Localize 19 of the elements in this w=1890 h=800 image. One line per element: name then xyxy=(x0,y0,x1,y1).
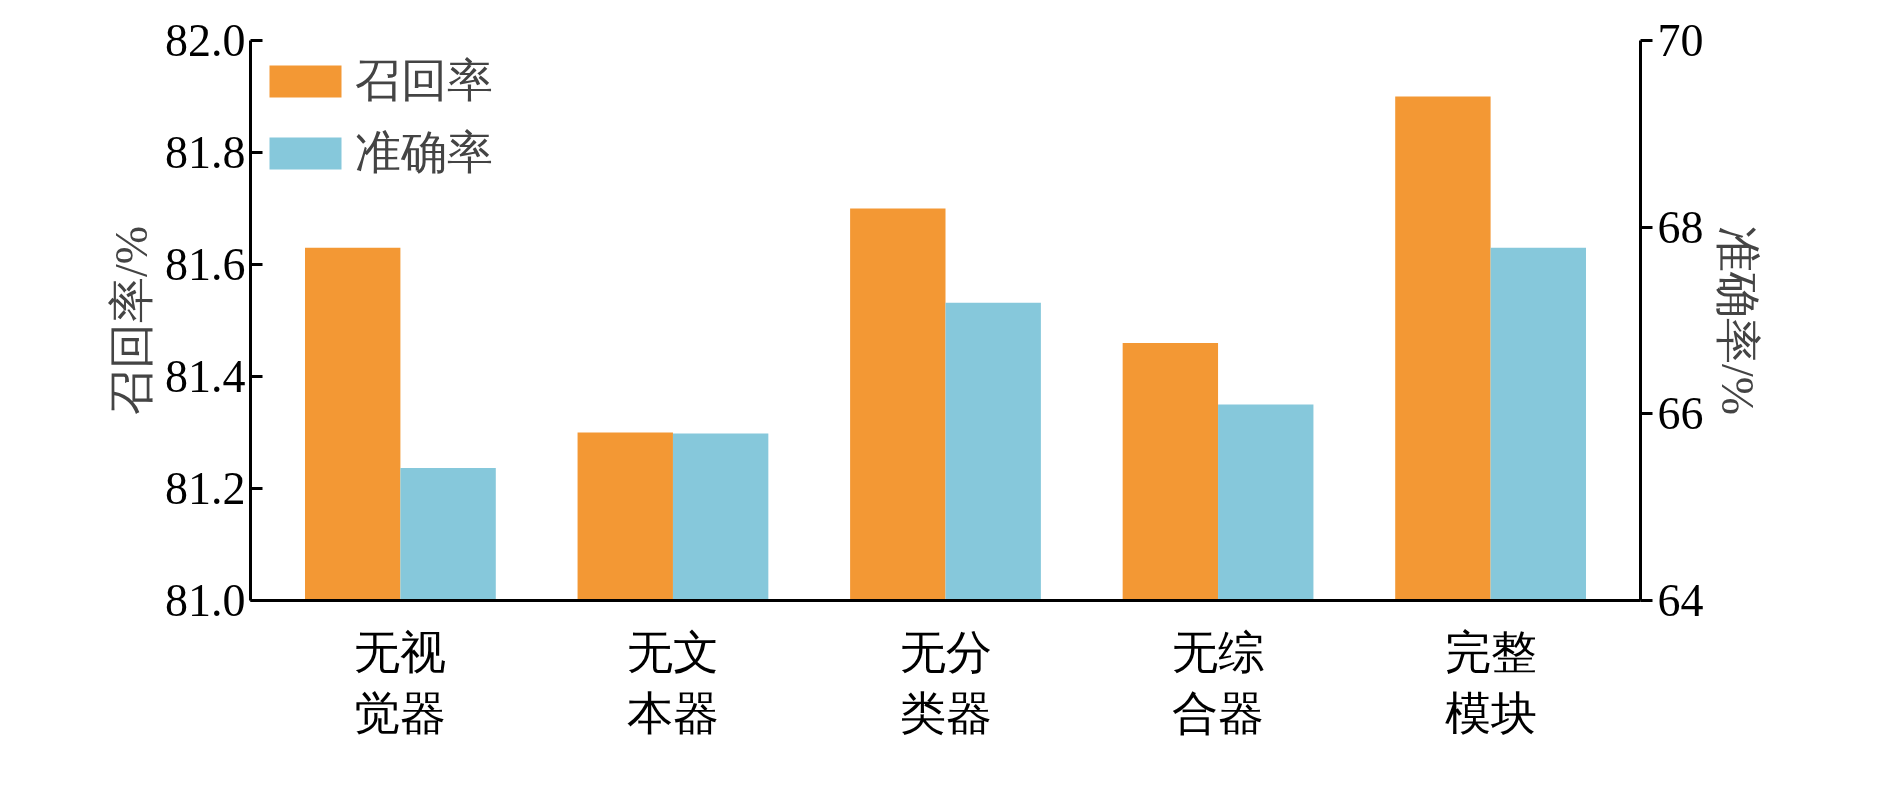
x-tick-label: 无综合器 xyxy=(1172,626,1265,739)
x-tick-label: 无分类器 xyxy=(899,626,992,739)
y2-tick-label: 66 xyxy=(1657,388,1704,440)
x-tick-label: 无视觉器 xyxy=(354,626,447,739)
y-tick-label: 81.0 xyxy=(165,575,246,626)
y-tick-label: 81.2 xyxy=(165,463,246,514)
y-axis-title: 召回率/% xyxy=(106,225,157,416)
legend-label: 召回率 xyxy=(355,54,493,108)
y-tick-label: 81.6 xyxy=(165,239,246,290)
y2-axis-title: 准确率/% xyxy=(1711,225,1763,416)
y-tick-label: 81.8 xyxy=(165,127,246,178)
y2-tick-label: 64 xyxy=(1657,575,1704,626)
legend-label: 准确率 xyxy=(355,126,493,180)
y-tick-label: 81.4 xyxy=(165,351,246,402)
y-tick-label: 82.0 xyxy=(165,15,246,66)
y2-tick-label: 70 xyxy=(1657,15,1704,66)
x-tick-label: 无文本器 xyxy=(626,626,719,739)
x-tick-label: 完整模块 xyxy=(1444,626,1537,739)
y2-tick-label: 68 xyxy=(1657,201,1704,253)
